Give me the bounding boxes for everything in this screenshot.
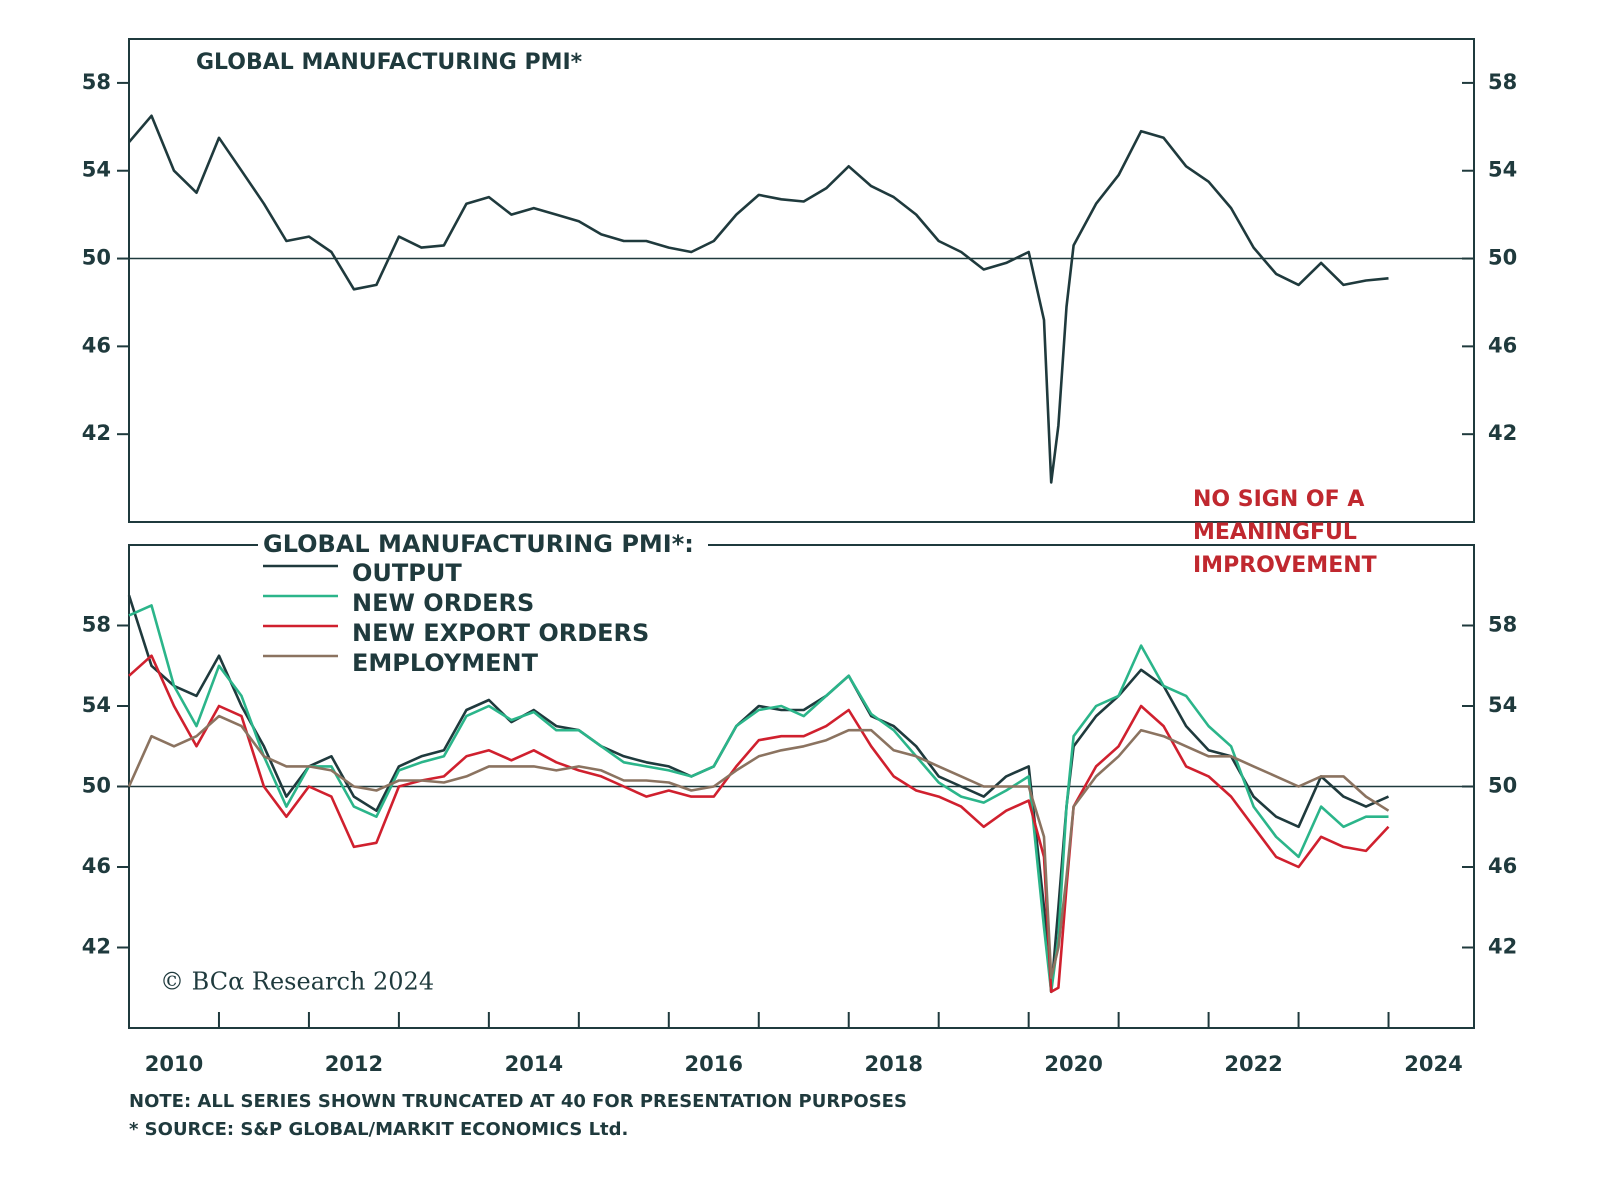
legend-label: OUTPUT <box>352 559 462 587</box>
y-tick-label: 42 <box>82 421 111 445</box>
y2-tick-label: 42 <box>1488 421 1517 445</box>
y-tick-label: 58 <box>82 613 111 637</box>
y-tick-label: 54 <box>82 693 111 717</box>
y2-tick-label: 50 <box>1488 774 1517 798</box>
y-tick-label: 46 <box>82 333 111 357</box>
y2-tick-label: 46 <box>1488 854 1517 878</box>
y-tick-label: 58 <box>82 70 111 94</box>
annotation: NO SIGN OF A <box>1193 487 1364 512</box>
x-tick-label: 2020 <box>1044 1052 1102 1076</box>
source-note: * SOURCE: S&P GLOBAL/MARKIT ECONOMICS Lt… <box>129 1119 628 1140</box>
series-line <box>127 714 1390 979</box>
series-line <box>128 654 1390 994</box>
y-tick-label: 54 <box>82 158 111 182</box>
y2-tick-label: 58 <box>1488 613 1517 637</box>
x-tick-label: 2024 <box>1404 1052 1462 1076</box>
y2-tick-label: 58 <box>1488 70 1517 94</box>
y-tick-label: 50 <box>82 246 111 270</box>
note: NOTE: ALL SERIES SHOWN TRUNCATED AT 40 F… <box>129 1091 907 1112</box>
copyright: © BCα Research 2024 <box>160 968 434 996</box>
legend-title: GLOBAL MANUFACTURING PMI*: <box>263 530 694 558</box>
series-line <box>128 114 1389 484</box>
y2-tick-label: 50 <box>1488 246 1517 270</box>
x-tick-label: 2022 <box>1224 1052 1282 1076</box>
x-tick-label: 2010 <box>145 1052 203 1076</box>
x-tick-label: 2014 <box>505 1052 563 1076</box>
legend-label: EMPLOYMENT <box>352 649 539 677</box>
y-tick-label: 42 <box>82 935 111 959</box>
y2-tick-label: 54 <box>1488 158 1517 182</box>
y2-tick-label: 42 <box>1488 935 1517 959</box>
legend-label: NEW EXPORT ORDERS <box>352 619 649 647</box>
x-tick-label: 2016 <box>685 1052 743 1076</box>
legend-label: NEW ORDERS <box>352 589 534 617</box>
y2-tick-label: 46 <box>1488 333 1517 357</box>
series-line <box>128 604 1389 994</box>
x-tick-label: 2018 <box>864 1052 922 1076</box>
chart-title: GLOBAL MANUFACTURING PMI* <box>196 50 583 75</box>
annotation: MEANINGFUL <box>1193 520 1357 545</box>
plot-frame <box>128 38 1475 523</box>
y-tick-label: 46 <box>82 854 111 878</box>
legend-bg <box>258 530 708 560</box>
x-tick-label: 2012 <box>325 1052 383 1076</box>
annotation: IMPROVEMENT <box>1193 553 1377 578</box>
y-tick-label: 50 <box>82 774 111 798</box>
y2-tick-label: 54 <box>1488 693 1517 717</box>
